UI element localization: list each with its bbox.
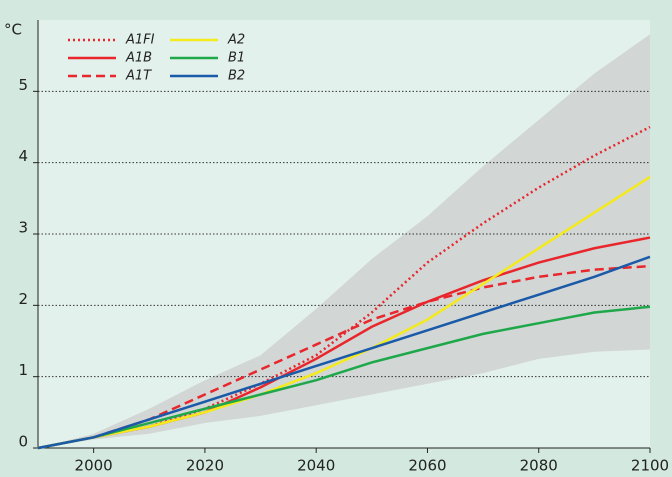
y-tick-label: 5 — [18, 76, 28, 94]
legend-label: B1 — [228, 51, 245, 66]
y-tick-label: 3 — [18, 219, 28, 237]
legend-label: A1T — [125, 69, 152, 84]
y-tick-label: 1 — [18, 361, 28, 379]
legend-label: A1FI — [125, 33, 155, 48]
x-tick-label: 2080 — [520, 457, 558, 475]
y-tick-label: 4 — [18, 147, 28, 165]
legend-label: B2 — [228, 69, 245, 84]
x-tick-label: 2040 — [297, 457, 335, 475]
y-axis-label: °C — [4, 21, 22, 39]
range-band — [38, 34, 650, 449]
y-tick-label: 2 — [18, 290, 28, 308]
legend-label: A1B — [125, 51, 152, 66]
series-line — [37, 255, 651, 450]
series-line — [37, 305, 651, 450]
x-tick-label: 2000 — [75, 457, 113, 475]
x-tick-label: 2100 — [631, 457, 669, 475]
x-tick-label: 2020 — [186, 457, 224, 475]
y-tick-label: 0 — [18, 433, 28, 451]
x-tick-label: 2060 — [408, 457, 446, 475]
legend-label: A2 — [227, 33, 245, 48]
series-line — [37, 175, 651, 450]
series-line — [37, 125, 651, 450]
